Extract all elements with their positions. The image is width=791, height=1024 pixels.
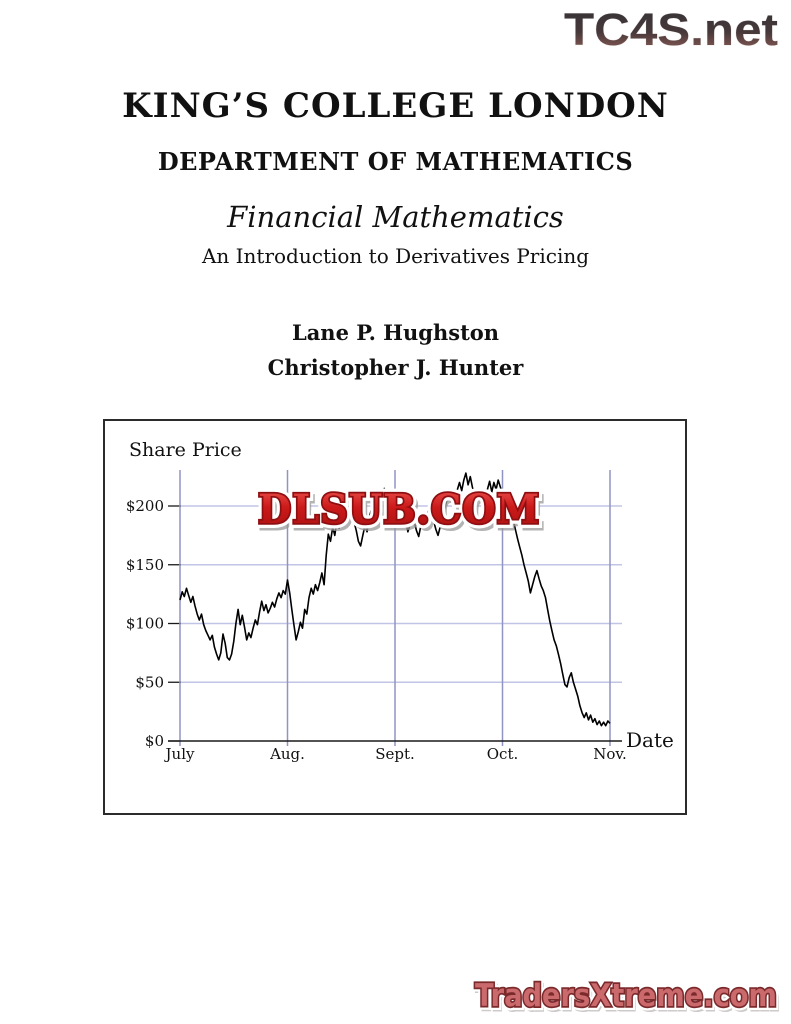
watermark-traders-shadow: TradersXtreme.com [477, 981, 779, 1017]
svg-text:$150: $150 [126, 556, 164, 574]
watermark-dlsub-shadow: DLSUB.COM [261, 490, 543, 537]
svg-text:Oct.: Oct. [487, 745, 519, 763]
svg-text:July: July [164, 745, 195, 763]
svg-text:Sept.: Sept. [375, 745, 415, 763]
chart-title: Share Price [129, 439, 242, 461]
course-title: Financial Mathematics [227, 200, 564, 234]
svg-text:Nov.: Nov. [593, 745, 627, 763]
share-price-chart: $0 $50 $100 $150 $200 July Aug. Sept. Oct. Nov. [126, 470, 627, 763]
watermark-tc4s-text: TC4S.net [564, 4, 778, 55]
watermark-tc4s: TC4S.net [564, 4, 779, 56]
x-axis-label: Date [626, 728, 674, 752]
watermark-dlsub-glow: DLSUB.COM [258, 486, 540, 533]
institution-title: KING’S COLLEGE LONDON [122, 86, 669, 126]
course-subtitle: An Introduction to Derivatives Pricing [201, 244, 590, 268]
watermark-dlsub: DLSUB.COM DLSUB.COM DLSUB.COM [253, 481, 546, 538]
watermark-traders-text: TradersXtreme.com [475, 978, 777, 1014]
watermark-dlsub-text: DLSUB.COM [258, 486, 540, 533]
share-price-figure: Share Price $0 $50 $100 $150 $200 July Aug. Sep… [103, 419, 687, 815]
watermark-tradersxtreme: TradersXtreme.com TradersXtreme.com Trad… [471, 974, 782, 1020]
department-title: DEPARTMENT OF MATHEMATICS [157, 147, 634, 176]
author-name-1: Lane P. Hughston [291, 320, 500, 345]
svg-text:$50: $50 [135, 673, 164, 691]
svg-text:$0: $0 [145, 732, 164, 750]
svg-text:Aug.: Aug. [269, 745, 305, 763]
watermark-traders-glow: TradersXtreme.com [475, 978, 777, 1014]
author-name-2: Christopher J. Hunter [267, 355, 524, 380]
svg-text:$100: $100 [126, 615, 164, 633]
svg-text:$200: $200 [126, 497, 164, 515]
